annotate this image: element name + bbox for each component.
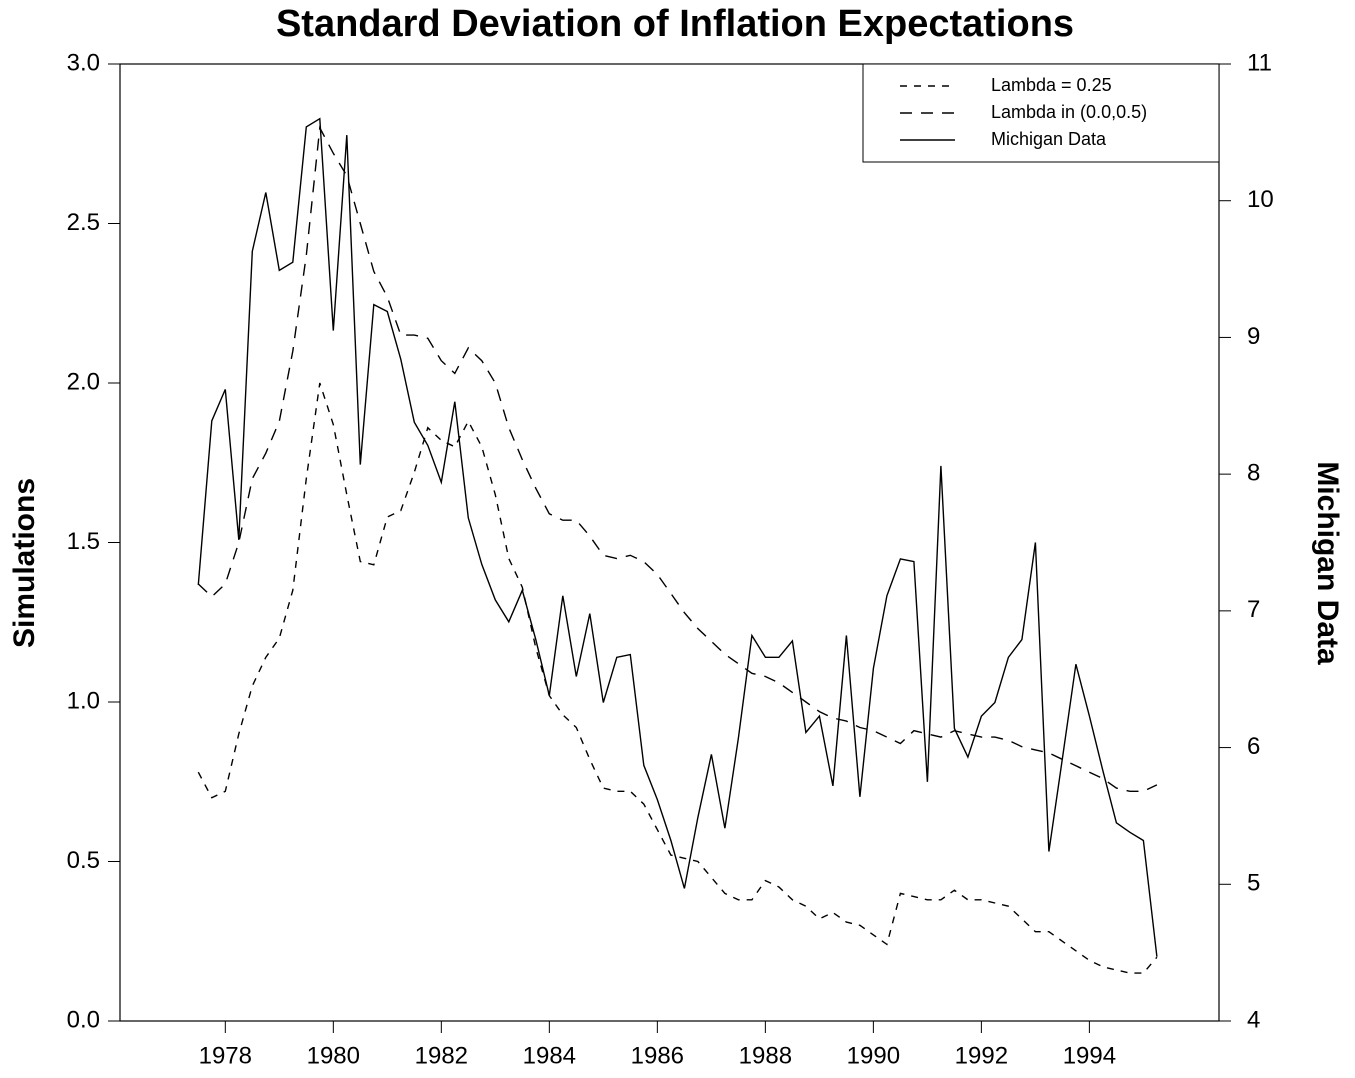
x-tick-label: 1990	[847, 1042, 900, 1069]
y-tick-label: 2.0	[67, 368, 100, 395]
y-tick-label: 1.0	[67, 687, 100, 714]
y-tick-label: 0.0	[67, 1006, 100, 1033]
x-tick-label: 1988	[739, 1042, 792, 1069]
x-tick-label: 1980	[307, 1042, 360, 1069]
y2-tick-label: 11	[1247, 49, 1272, 76]
data-line	[197, 382, 1158, 974]
y2-tick-label: 7	[1247, 596, 1260, 623]
y2-tick-label: 6	[1247, 733, 1260, 760]
x-tick-label: 1978	[199, 1042, 252, 1069]
legend-label: Michigan Data	[991, 129, 1107, 149]
chart-title: Standard Deviation of Inflation Expectat…	[276, 3, 1074, 45]
x-tick-label: 1984	[523, 1042, 576, 1069]
data-line	[197, 125, 1158, 792]
legend-label: Lambda = 0.25	[991, 75, 1112, 95]
y2-tick-label: 5	[1247, 870, 1260, 897]
x-tick-label: 1982	[415, 1042, 468, 1069]
y2-tick-label: 4	[1247, 1006, 1260, 1033]
y-tick-label: 1.5	[67, 528, 100, 555]
y2-tick-label: 8	[1247, 459, 1260, 486]
y2-tick-label: 10	[1247, 186, 1274, 213]
y-tick-label: 3.0	[67, 49, 100, 76]
plot-frame	[119, 63, 1220, 1022]
x-tick-label: 1986	[631, 1042, 684, 1069]
y-axis-title: Simulations	[8, 478, 41, 648]
y-tick-label: 2.5	[67, 209, 100, 236]
data-line	[197, 117, 1158, 957]
x-tick-label: 1992	[955, 1042, 1008, 1069]
x-tick-label: 1994	[1063, 1042, 1116, 1069]
y2-tick-label: 9	[1247, 323, 1260, 350]
y2-axis-title: Michigan Data	[1311, 461, 1344, 665]
y-tick-label: 0.5	[67, 847, 100, 874]
legend-label: Lambda in (0.0,0.5)	[991, 102, 1147, 122]
